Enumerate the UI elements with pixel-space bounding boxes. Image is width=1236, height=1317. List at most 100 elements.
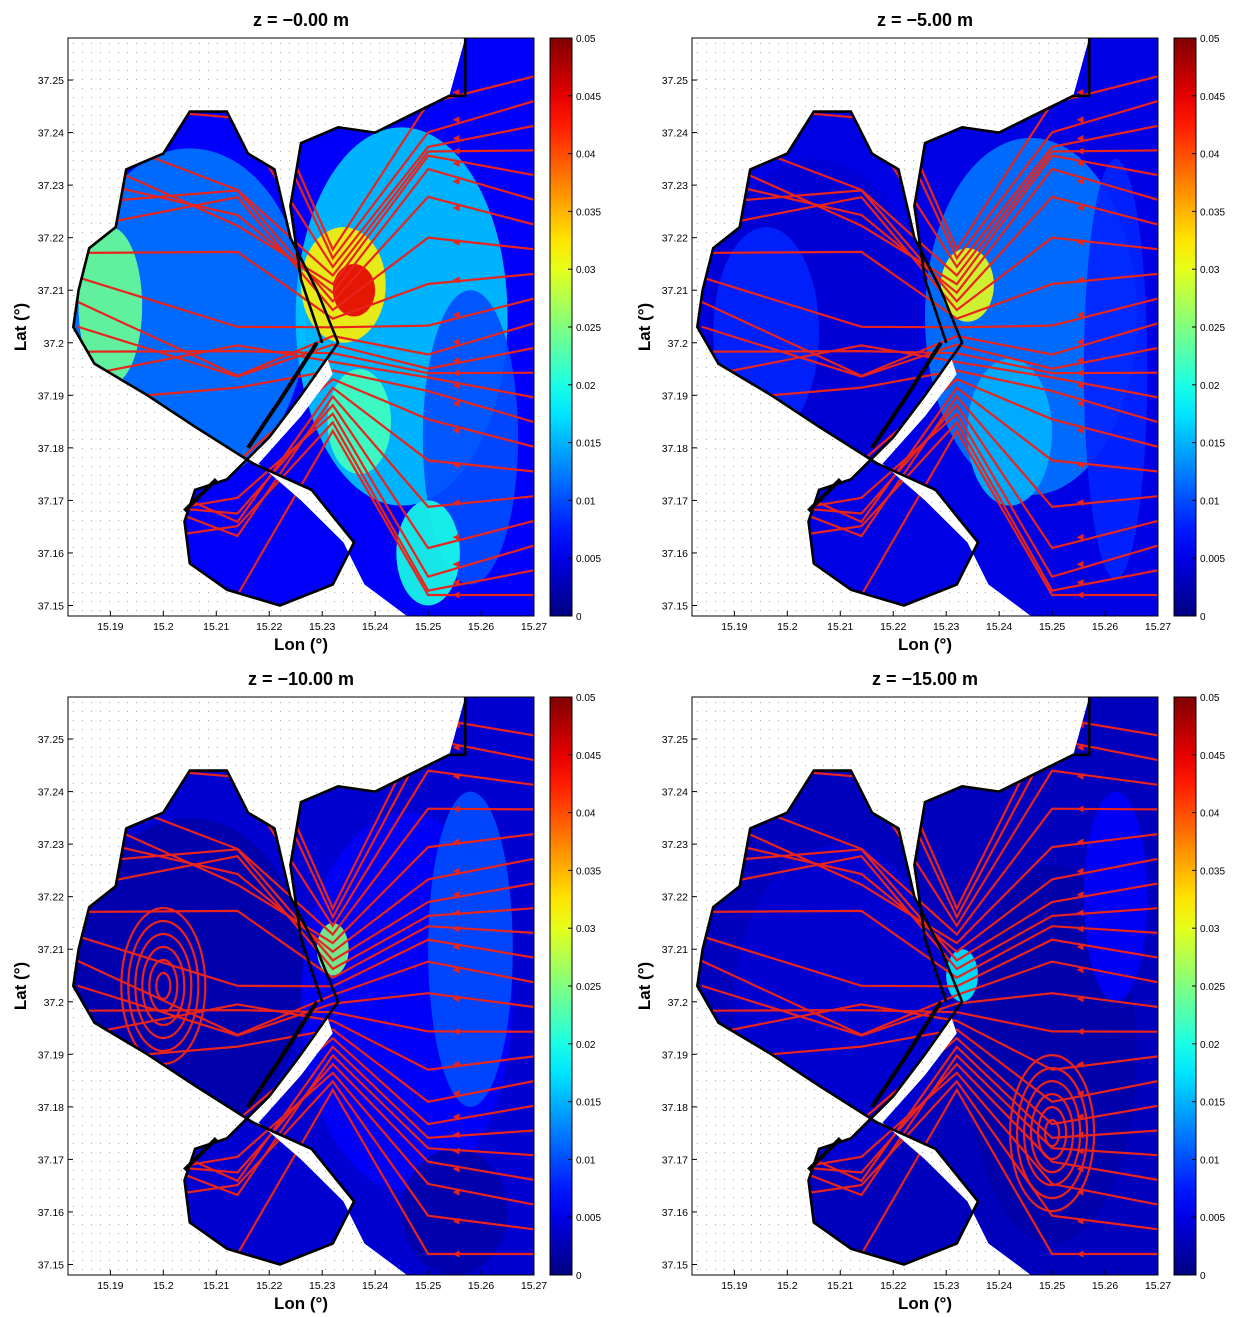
coastline-east bbox=[289, 38, 467, 344]
eddy-loop bbox=[155, 971, 172, 1001]
streamline-arrow bbox=[452, 891, 460, 899]
eddy-loop bbox=[1036, 1106, 1068, 1161]
streamline-arrow bbox=[1076, 499, 1084, 507]
streamline-arrow bbox=[1076, 867, 1084, 875]
map-panel-svg: z = −10.00 m 15.19 15.2 15.21 15.22 15.23 15.2… bbox=[11, 669, 601, 1313]
streamline bbox=[77, 250, 535, 320]
streamline-arrow bbox=[1076, 238, 1084, 246]
streamline bbox=[701, 960, 1159, 1037]
streamline-arrow bbox=[452, 1089, 460, 1097]
x-tick-label: 15.21 bbox=[203, 1280, 229, 1292]
y-tick-label: 37.21 bbox=[662, 944, 688, 956]
streamline-arrow bbox=[1076, 772, 1084, 780]
streamline-arrow bbox=[452, 805, 460, 813]
streamline bbox=[77, 301, 535, 378]
streamline-arrow bbox=[452, 338, 460, 346]
streamline-arrow bbox=[452, 591, 460, 599]
streamlines bbox=[77, 38, 535, 599]
eddy-loop bbox=[127, 919, 200, 1053]
eddy-loop bbox=[141, 945, 186, 1027]
colorbar-tick-label: 0.01 bbox=[1200, 1155, 1220, 1166]
y-tick-label: 37.23 bbox=[662, 180, 688, 192]
coastline-west bbox=[696, 769, 980, 1266]
streamline bbox=[77, 960, 535, 1037]
colorbar-tick-label: 0.01 bbox=[576, 1155, 596, 1166]
coastline-east bbox=[289, 697, 467, 1003]
streamline bbox=[77, 344, 535, 399]
y-tick-label: 37.24 bbox=[38, 787, 64, 799]
streamline-arrow bbox=[452, 400, 460, 408]
x-axis-label: Lon (°) bbox=[274, 1294, 328, 1313]
streamline-arrow bbox=[452, 1060, 460, 1068]
colorbar-tick-label: 0 bbox=[1200, 1271, 1206, 1282]
y-tick-label: 37.17 bbox=[662, 495, 688, 507]
panel-z-0: z = −0.00 m 15.19 15.2 15.21 15.22 15.23 15.24… bbox=[0, 0, 618, 658]
colorbar-ticks: 0.05 0.045 0.04 0.035 0.03 0.025 0.02 0.015 0.01… bbox=[1192, 34, 1225, 623]
eddy-loop bbox=[1015, 1067, 1089, 1200]
x-axis-label: Lon (°) bbox=[898, 1294, 952, 1313]
streamline bbox=[77, 1028, 535, 1103]
x-tick-label: 15.25 bbox=[415, 621, 441, 633]
coastline-west bbox=[72, 769, 356, 1266]
streamline-arrow bbox=[1076, 1113, 1084, 1121]
y-tick-label: 37.15 bbox=[662, 600, 688, 612]
y-tick-label: 37.2 bbox=[44, 997, 65, 1009]
colorbar-tick-label: 0.035 bbox=[576, 207, 601, 218]
streamline bbox=[77, 812, 535, 945]
streamline-arrow bbox=[452, 177, 460, 185]
streamline-arrow bbox=[1076, 400, 1084, 408]
colorbar-tick-label: 0.05 bbox=[576, 693, 596, 704]
colorbar-tick-label: 0.005 bbox=[576, 554, 601, 565]
x-tick-label: 15.26 bbox=[1092, 1280, 1118, 1292]
y-tick-label: 37.19 bbox=[38, 1049, 64, 1061]
y-tick-label: 37.22 bbox=[662, 892, 688, 904]
colorbar-tick-label: 0.03 bbox=[1200, 265, 1220, 276]
map-panel-svg: z = −5.00 m 15.19 15.2 15.21 15.22 15.23 15.24… bbox=[635, 10, 1225, 654]
jetty bbox=[183, 1136, 218, 1172]
y-tick-label: 37.25 bbox=[662, 734, 688, 746]
y-axis: 37.25 37.24 37.23 37.22 37.21 37.2 37.19 37.18 3… bbox=[38, 734, 73, 1271]
streamline bbox=[77, 1003, 535, 1071]
streamline bbox=[701, 1003, 1159, 1071]
jetty bbox=[246, 1000, 319, 1109]
y-tick-label: 37.17 bbox=[38, 495, 64, 507]
colorbar-tick-label: 0.015 bbox=[576, 439, 601, 450]
x-tick-label: 15.19 bbox=[97, 621, 123, 633]
y-tick-label: 37.25 bbox=[38, 734, 64, 746]
streamline-arrow bbox=[452, 1217, 460, 1225]
x-tick-label: 15.19 bbox=[97, 1280, 123, 1292]
streamline-arrow bbox=[452, 134, 460, 142]
y-tick-label: 37.19 bbox=[38, 390, 64, 402]
streamline-arrow bbox=[1076, 995, 1084, 1003]
x-tick-label: 15.24 bbox=[986, 1280, 1012, 1292]
x-tick-label: 15.2 bbox=[777, 621, 798, 633]
streamline-arrow bbox=[1076, 578, 1084, 586]
x-tick-label: 15.2 bbox=[777, 1280, 798, 1292]
x-tick-label: 15.22 bbox=[256, 1280, 282, 1292]
streamline bbox=[77, 189, 535, 304]
streamline bbox=[77, 909, 535, 979]
y-axis-label: Lat (°) bbox=[635, 962, 654, 1010]
colorbar-tick-label: 0.045 bbox=[576, 751, 601, 762]
x-tick-label: 15.21 bbox=[827, 1280, 853, 1292]
streamline-arrow bbox=[1076, 369, 1084, 377]
panel-title: z = −15.00 m bbox=[872, 669, 978, 689]
eddy-loop bbox=[1043, 1119, 1061, 1148]
streamline bbox=[701, 1028, 1159, 1103]
streamline-arrow bbox=[1076, 1028, 1084, 1036]
streamline-arrow bbox=[1076, 159, 1084, 167]
x-tick-label: 15.19 bbox=[721, 621, 747, 633]
x-tick-label: 15.25 bbox=[1039, 1280, 1065, 1292]
y-tick-label: 37.15 bbox=[38, 1259, 64, 1271]
streamline bbox=[77, 195, 535, 312]
streamline-arrow bbox=[1076, 381, 1084, 389]
streamline bbox=[77, 153, 535, 286]
panel-z-10: z = −10.00 m 15.19 15.2 15.21 15.22 15.23 15.2… bbox=[0, 659, 618, 1317]
streamline-arrow bbox=[452, 578, 460, 586]
y-tick-label: 37.18 bbox=[662, 1102, 688, 1114]
streamline-arrow bbox=[1076, 560, 1084, 568]
y-axis-label: Lat (°) bbox=[11, 303, 30, 351]
speed-contour bbox=[332, 263, 376, 317]
coastline-west bbox=[72, 110, 356, 607]
x-axis-label: Lon (°) bbox=[898, 635, 952, 654]
